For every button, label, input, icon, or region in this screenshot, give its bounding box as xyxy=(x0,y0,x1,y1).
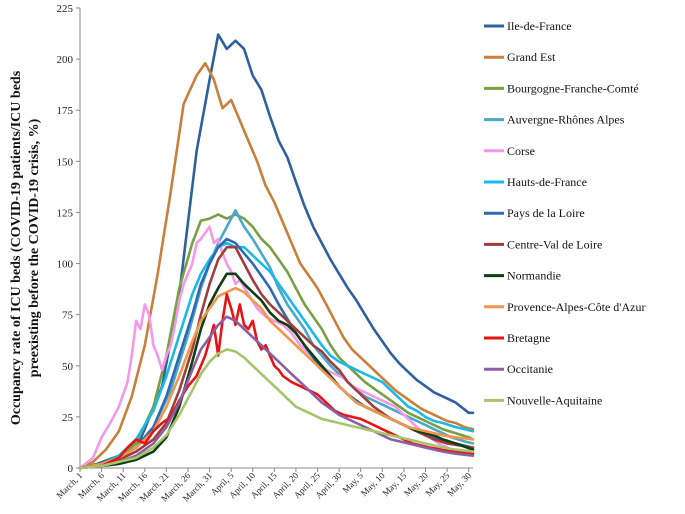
y-tick-label: 200 xyxy=(57,54,74,66)
y-axis-label-line-1: Occupancy rate of ICU beds (COVID-19 pat… xyxy=(9,70,24,425)
legend-label: Bretagne xyxy=(507,331,550,345)
legend-label: Pays de la Loire xyxy=(507,206,585,220)
legend-label: Normandie xyxy=(507,269,561,283)
y-tick-label: 125 xyxy=(57,207,74,219)
series-line-corse xyxy=(78,225,475,470)
series-line-provence-alpes-c-te-d-azur xyxy=(78,286,475,470)
series-line-nouvelle-aquitaine xyxy=(78,348,475,470)
y-tick-label: 100 xyxy=(57,259,74,271)
y-axis-label-line-2: preexisting before the COVID-19 crisis, … xyxy=(27,118,42,377)
series-line-occitanie xyxy=(78,315,475,470)
legend-label: Corse xyxy=(507,144,535,158)
legend-label: Auvergne-Rhônes Alpes xyxy=(507,113,625,127)
series-line-bourgogne-franche-comt- xyxy=(78,213,475,470)
y-tick-label: 175 xyxy=(57,105,74,117)
legend-label: Occitanie xyxy=(507,362,553,376)
series-lines xyxy=(78,33,475,470)
legend-label: Centre-Val de Loire xyxy=(507,237,602,251)
legend-label: Ile-de-France xyxy=(507,19,572,33)
y-axis-label: Occupancy rate of ICU beds (COVID-19 pat… xyxy=(9,70,42,425)
y-tick-label: 25 xyxy=(62,412,74,424)
y-tick-label: 0 xyxy=(68,463,74,475)
legend-label: Nouvelle-Aquitaine xyxy=(507,393,602,407)
y-tick-label: 225 xyxy=(57,3,74,15)
y-tick-label: 50 xyxy=(62,361,74,373)
y-axis-ticks: 0 25 50 75 100 125 150 175 200 225 xyxy=(57,3,80,475)
y-tick-label: 150 xyxy=(57,156,74,168)
legend-label: Grand Est xyxy=(507,50,556,64)
legend: Ile-de-France Grand Est Bourgogne-Franche-… xyxy=(484,19,645,407)
legend-label: Provence-Alpes-Côte d'Azur xyxy=(507,300,645,314)
series-line-ile-de-france xyxy=(78,33,475,470)
legend-label: Hauts-de-France xyxy=(507,175,587,189)
y-tick-label: 75 xyxy=(62,310,74,322)
legend-label: Bourgogne-Franche-Comté xyxy=(507,81,639,95)
series-line-grand-est xyxy=(78,61,475,470)
series-line-hauts-de-france xyxy=(78,241,475,470)
x-tick-label: May, 30 xyxy=(445,470,473,498)
series-line-auvergne-rh-nes-alpes xyxy=(78,209,475,470)
